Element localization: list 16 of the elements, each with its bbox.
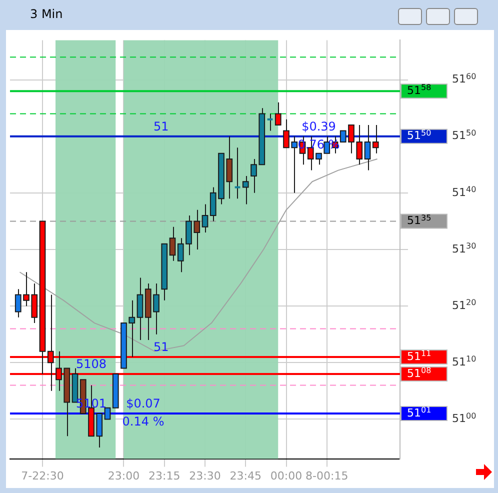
candlestick [266,113,274,132]
annotation: 0.14 % [122,414,164,429]
annotation: 51 [153,340,169,354]
annotation: $0.07 [126,396,160,411]
x-tick-label: 23:30 [189,469,221,482]
x-tick-label: 23:00 [108,469,140,482]
x-tick-label: 8-00:15 [306,469,348,482]
x-tick-label: 23:45 [230,469,262,482]
x-tick-label: 23:15 [148,469,180,482]
x-tick-label: 7-22:30 [21,469,64,482]
x-tick-label: 00:00 [270,469,302,482]
annotation: $0.39 [302,119,336,134]
chart-title: 3 Min [30,7,63,21]
annotation: 5108 [76,357,107,372]
candlestick [234,147,242,200]
annotation: 51 [153,119,169,134]
